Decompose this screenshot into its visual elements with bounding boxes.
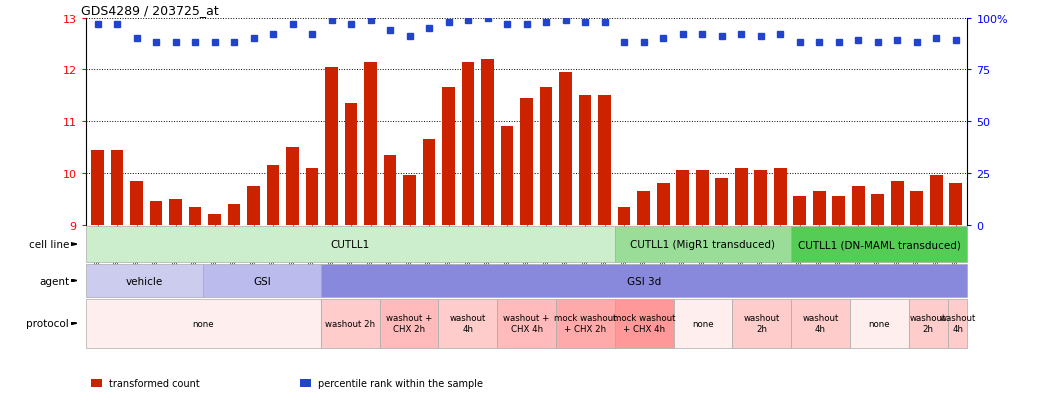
Text: protocol: protocol	[26, 318, 69, 328]
Polygon shape	[70, 243, 77, 246]
Text: none: none	[692, 319, 714, 328]
Text: CUTLL1: CUTLL1	[331, 240, 370, 249]
Bar	[812, 192, 825, 225]
Bar	[950, 184, 962, 225]
Text: washout +
CHX 4h: washout + CHX 4h	[504, 314, 550, 333]
Bar	[774, 169, 786, 225]
Bar	[540, 88, 553, 225]
Bar	[794, 197, 806, 225]
Bar	[344, 104, 357, 225]
Text: percentile rank within the sample: percentile rank within the sample	[318, 378, 484, 388]
Bar	[170, 199, 182, 225]
Bar	[130, 181, 142, 225]
Bar	[930, 176, 942, 225]
Text: GSI 3d: GSI 3d	[627, 276, 662, 286]
Bar	[638, 192, 650, 225]
Bar	[91, 150, 104, 225]
Bar	[228, 204, 241, 225]
Text: washout +
CHX 2h: washout + CHX 2h	[386, 314, 432, 333]
Bar	[208, 215, 221, 225]
Bar	[852, 186, 865, 225]
Bar	[911, 192, 923, 225]
Polygon shape	[70, 322, 77, 325]
Bar	[696, 171, 709, 225]
Bar	[150, 202, 162, 225]
Bar	[403, 176, 416, 225]
Bar	[442, 88, 455, 225]
Text: none: none	[193, 319, 215, 328]
Text: GSI: GSI	[253, 276, 271, 286]
Text: washout
4h: washout 4h	[802, 314, 839, 333]
Text: CUTLL1 (DN-MAML transduced): CUTLL1 (DN-MAML transduced)	[798, 240, 961, 249]
Bar	[735, 169, 748, 225]
Bar	[891, 181, 904, 225]
Bar	[188, 207, 201, 225]
Text: mock washout
+ CHX 4h: mock washout + CHX 4h	[612, 314, 675, 333]
Text: washout
2h: washout 2h	[743, 314, 780, 333]
Bar	[247, 186, 260, 225]
Bar	[598, 96, 611, 225]
Bar	[754, 171, 767, 225]
Bar	[267, 166, 280, 225]
Bar	[462, 62, 474, 225]
Text: cell line: cell line	[28, 240, 69, 249]
Bar	[559, 73, 572, 225]
Bar	[656, 184, 669, 225]
Bar	[326, 68, 338, 225]
Bar	[364, 62, 377, 225]
Bar	[500, 127, 513, 225]
Text: washout
4h: washout 4h	[449, 314, 486, 333]
Text: CUTLL1 (MigR1 transduced): CUTLL1 (MigR1 transduced)	[630, 240, 776, 249]
Text: vehicle: vehicle	[126, 276, 163, 286]
Text: washout
4h: washout 4h	[939, 314, 976, 333]
Bar	[832, 197, 845, 225]
Bar	[676, 171, 689, 225]
Bar	[384, 155, 397, 225]
Bar	[520, 99, 533, 225]
Bar	[306, 169, 318, 225]
Bar	[618, 207, 630, 225]
Bar	[715, 178, 728, 225]
Text: GDS4289 / 203725_at: GDS4289 / 203725_at	[82, 5, 219, 17]
Bar	[579, 96, 592, 225]
Text: agent: agent	[39, 276, 69, 286]
Bar	[423, 140, 436, 225]
Polygon shape	[70, 279, 77, 282]
Text: transformed count: transformed count	[109, 378, 200, 388]
Text: washout
2h: washout 2h	[910, 314, 946, 333]
Bar	[286, 148, 299, 225]
Bar	[871, 194, 884, 225]
Text: none: none	[868, 319, 890, 328]
Text: mock washout
+ CHX 2h: mock washout + CHX 2h	[554, 314, 617, 333]
Bar	[111, 150, 124, 225]
Text: washout 2h: washout 2h	[326, 319, 376, 328]
Bar	[482, 60, 494, 225]
